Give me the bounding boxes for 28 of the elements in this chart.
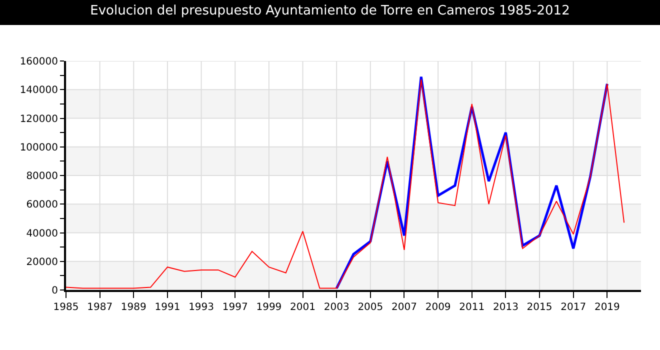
x-tick-label: 2011 xyxy=(459,302,485,313)
x-tick-label: 1999 xyxy=(256,302,282,313)
x-tick-label: 2015 xyxy=(526,302,552,313)
x-tick-label: 2017 xyxy=(560,302,586,313)
y-tick-label: 0 xyxy=(52,286,58,296)
y-tick-label: 120000 xyxy=(20,114,58,125)
x-tick-label: 1991 xyxy=(154,302,180,313)
x-tick-label: 1987 xyxy=(87,302,113,313)
x-tick-label: 2019 xyxy=(594,302,620,313)
x-tick-label: 2003 xyxy=(324,302,350,313)
x-tick-label: 1985 xyxy=(53,302,79,313)
x-tick-label: 2001 xyxy=(290,302,316,313)
y-tick-label: 160000 xyxy=(20,56,58,68)
x-tick-label: 1989 xyxy=(120,302,146,313)
x-tick-label: 2009 xyxy=(425,302,451,313)
chart-title: Evolucion del presupuesto Ayuntamiento de Torre en Cameros 1985-2012 xyxy=(90,3,570,18)
x-tick-label: 2007 xyxy=(392,302,417,313)
x-tick-label: 2013 xyxy=(492,302,518,313)
x-tick-label: 1993 xyxy=(188,302,214,313)
x-tick-label: 1997 xyxy=(222,302,248,313)
y-tick-label: 80000 xyxy=(26,171,58,182)
y-tick-label: 100000 xyxy=(20,142,58,154)
y-tick-label: 40000 xyxy=(26,228,58,240)
y-tick-label: 140000 xyxy=(20,85,58,96)
y-tick-label: 20000 xyxy=(26,256,58,268)
y-tick-label: 60000 xyxy=(26,200,58,211)
x-tick-label: 2005 xyxy=(358,302,384,313)
line-series xyxy=(66,79,625,289)
